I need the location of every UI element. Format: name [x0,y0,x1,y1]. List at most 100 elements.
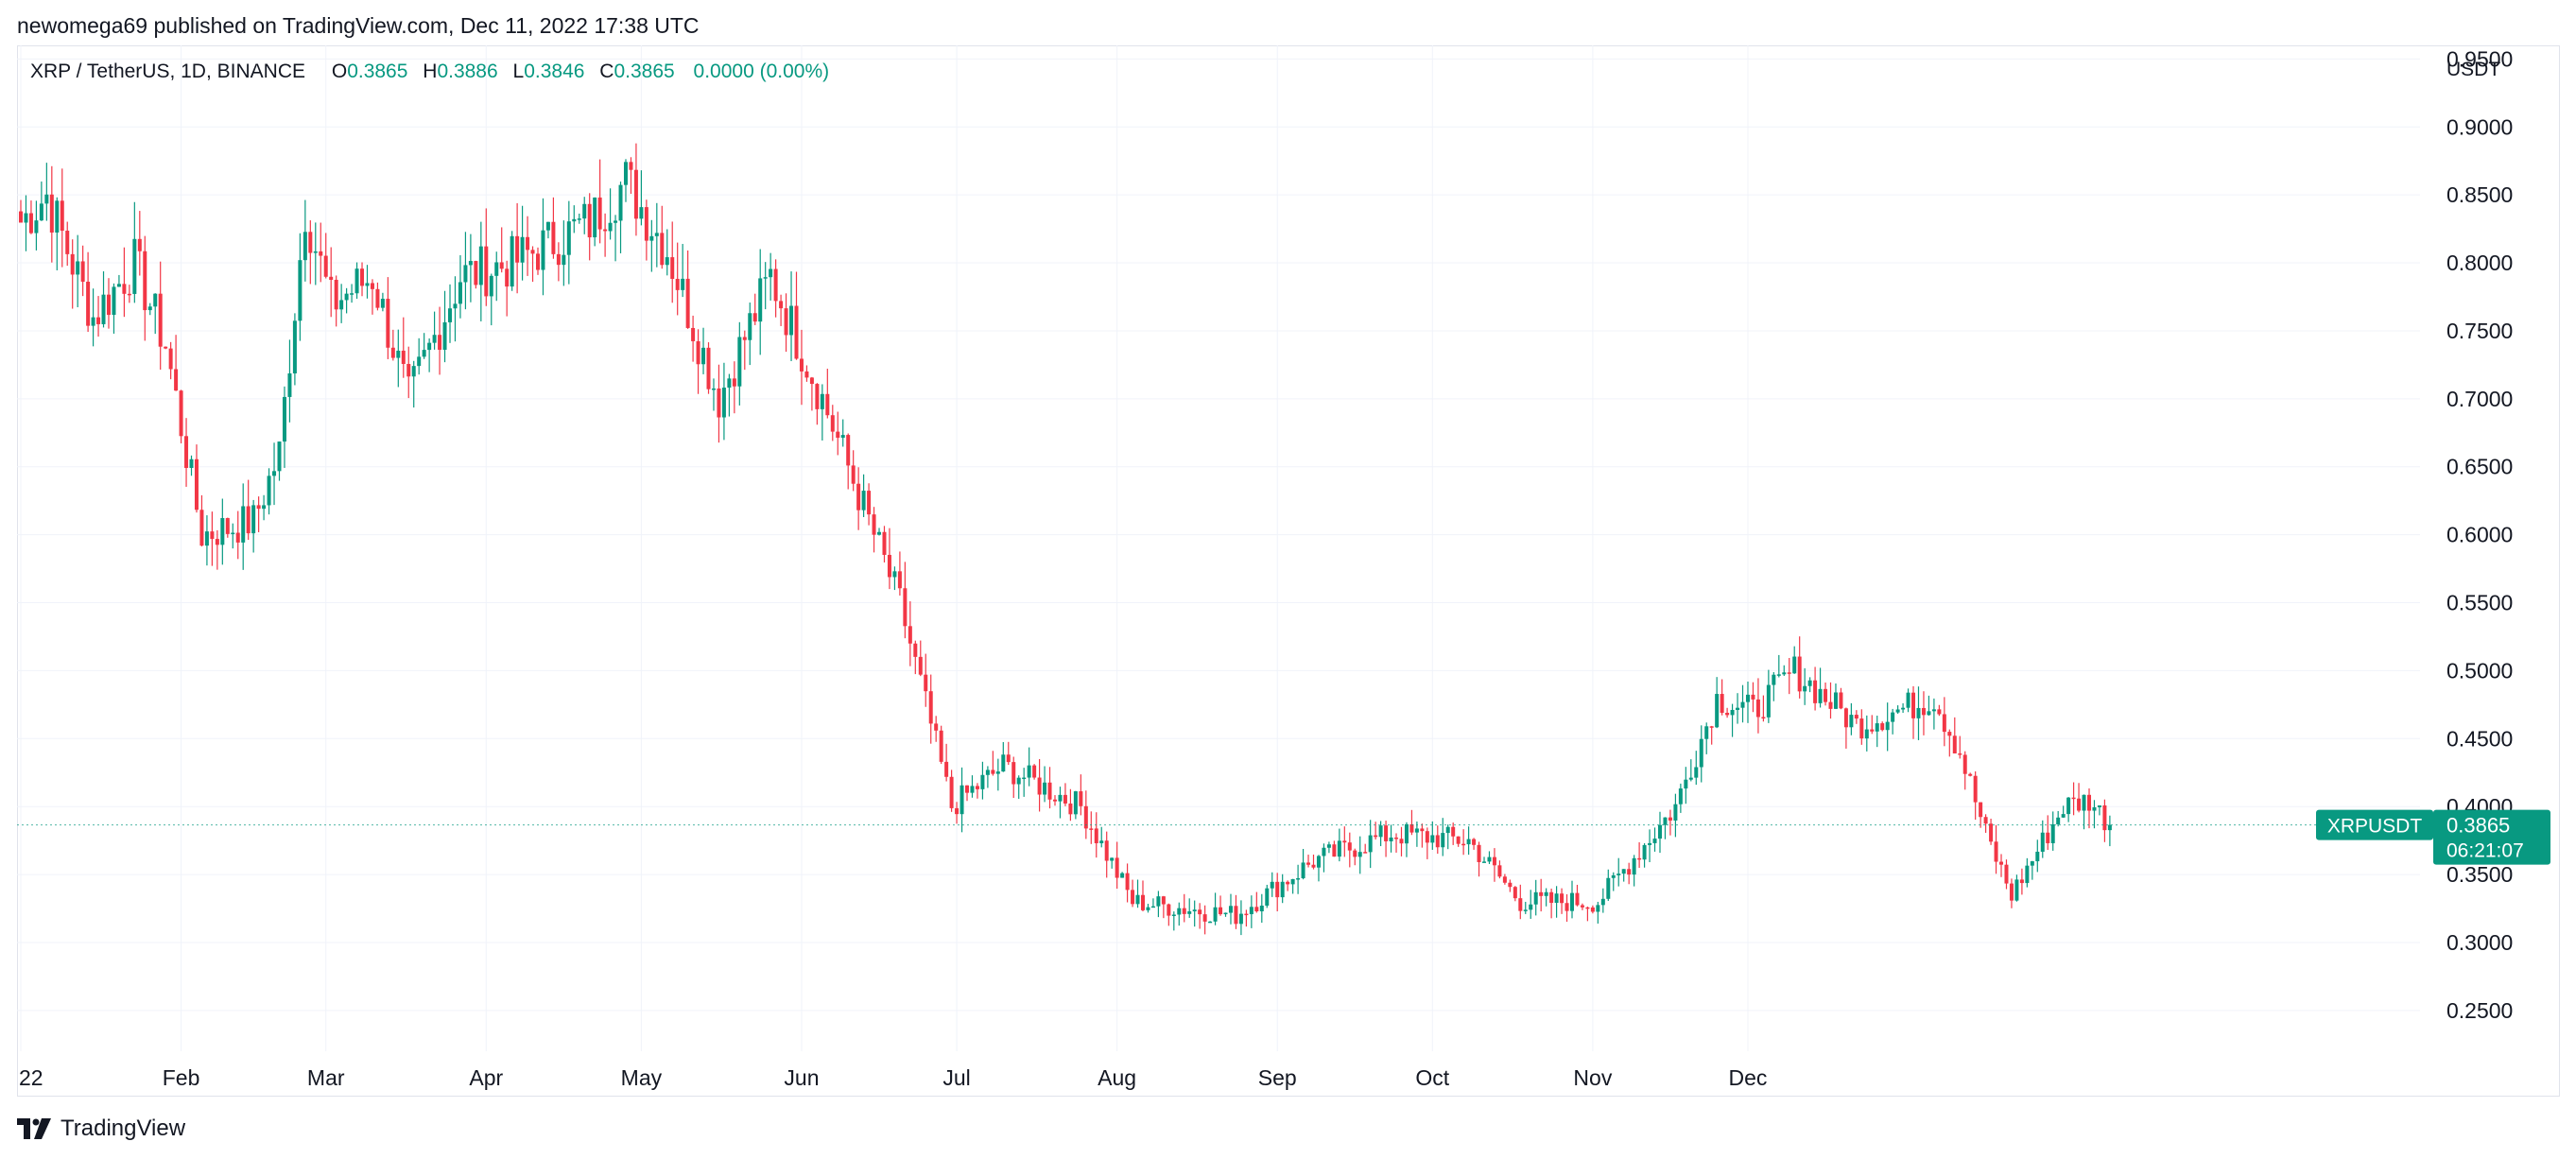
candle-body [685,278,690,328]
candle-body [1627,869,1632,875]
candle-body [836,431,840,439]
candle-body [903,588,908,627]
candle-body [758,278,763,322]
candle-body [1472,839,1477,845]
candle-body [1187,911,1192,914]
candle-body [1409,823,1414,833]
y-tick-label: 0.2500 [2446,998,2513,1023]
open-value: 0.3865 [347,61,408,82]
candle-body [1192,909,1197,912]
candle-body [1032,765,1037,778]
candle-body [1833,692,1838,709]
candle-body [1590,907,1595,912]
candle-body [91,317,95,326]
candle-body [975,786,979,789]
candle-body [1885,721,1890,731]
candle-body [1198,909,1202,915]
candle-body [2071,797,2076,800]
candle-body [505,268,510,287]
candle-body [1441,833,1445,848]
candle-body [1430,835,1435,843]
candle-body [1275,881,1280,898]
candle-body [872,514,876,535]
candle-body [779,301,784,309]
candle-body [1332,844,1337,857]
candle-body [1736,707,1740,710]
candle-body [1776,674,1781,676]
candle-body [965,785,970,793]
candle-body [1797,656,1802,692]
tradingview-footer[interactable]: TradingView [17,1116,185,1142]
candle-body [2102,804,2107,831]
candle-body [1632,857,1636,875]
candle-body [1843,708,1848,728]
y-tick-label: 0.5000 [2446,658,2513,683]
candle-body [360,268,365,286]
high-value: 0.3886 [437,61,498,82]
candle-body [1337,840,1341,857]
candle-body [1394,837,1399,839]
candle-body [742,337,747,340]
candle-body [1772,674,1776,685]
candle-body [287,372,292,397]
candle-body [2030,861,2034,866]
candle-body [1131,890,1135,905]
candle-body [1016,777,1021,785]
candle-body [1688,777,1693,780]
candle-body [210,531,215,540]
candle-body [70,253,75,275]
candle-body [1523,909,1528,911]
candle-body [1223,912,1228,915]
candle-body [179,390,183,437]
candle-body [644,207,648,241]
candle-body [1652,839,1657,843]
candle-body [1730,709,1735,716]
candle-body [1089,828,1094,830]
candle-body [1316,856,1321,868]
publisher-line: newomega69 published on TradingView.com,… [17,13,700,38]
candle-body [1099,840,1104,843]
candle-body [1859,718,1864,739]
symbol-title[interactable]: XRP / TetherUS, 1D, BINANCE [30,61,305,82]
candle-body [112,286,116,316]
candle-body [204,531,209,546]
candle-body [1399,839,1404,844]
candle-body [1962,754,1967,774]
candle-body [1404,823,1409,844]
candle-body [499,262,504,269]
candle-body [1828,701,1833,709]
candle-body [1937,709,1942,715]
candle-body [1864,729,1869,739]
candle-body [727,378,732,389]
y-tick-label: 0.8500 [2446,182,2513,207]
candle-body [1115,857,1119,878]
candle-body [1353,850,1357,857]
change-value: 0.0000 (0.00%) [693,61,830,82]
candle-body [897,571,902,589]
y-tick-label: 0.7000 [2446,387,2513,411]
candle-body [1037,777,1042,795]
candle-body [928,691,933,724]
candle-body [1891,712,1895,722]
candle-body [1921,707,1926,716]
candle-body [1570,892,1574,911]
candle-body [1322,847,1326,856]
candle-body [696,340,700,365]
candle-body [453,303,458,309]
candle-body [1063,794,1067,804]
candle-body [1073,791,1078,815]
candle-body [1983,817,1988,824]
candle-body [1906,692,1910,708]
candle-body [1931,709,1936,712]
candle-body [1787,672,1791,674]
y-tick-label: 0.9000 [2446,114,2513,139]
candle-body [1451,826,1456,837]
candle-body [639,207,644,219]
candle-body [2061,814,2066,818]
candle-body [924,674,928,692]
candle-body [1549,891,1554,904]
candle-body [1228,906,1233,913]
candle-body [1161,896,1166,905]
candle-body [665,257,669,266]
